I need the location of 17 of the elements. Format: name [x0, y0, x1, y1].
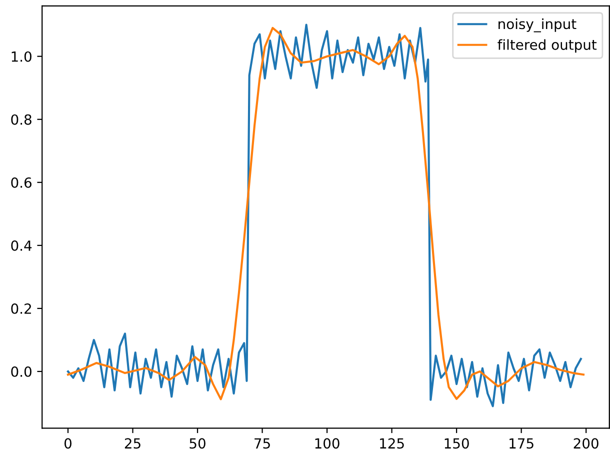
x-tick-label: 200: [574, 438, 598, 449]
y-tick-label: 0.6: [11, 177, 32, 188]
y-tick-label: 1.0: [12, 51, 32, 62]
y-tick-label: 0.4: [11, 240, 32, 251]
legend-label: filtered output: [498, 39, 597, 53]
y-tick-label: 0.8: [11, 114, 32, 125]
x-tick-label: 50: [190, 438, 206, 449]
x-tick-label: 25: [124, 438, 140, 449]
x-tick-label: 100: [315, 438, 340, 449]
x-tick-label: 150: [444, 438, 469, 449]
x-tick-label: 75: [254, 438, 270, 449]
legend-label: noisy_input: [498, 18, 576, 32]
x-tick-label: 175: [510, 438, 534, 449]
x-tick-label: 125: [380, 438, 404, 449]
x-tick-label: 0: [64, 438, 72, 449]
y-tick-label: 0.0: [11, 366, 32, 377]
y-tick-label: 0.2: [11, 303, 31, 314]
